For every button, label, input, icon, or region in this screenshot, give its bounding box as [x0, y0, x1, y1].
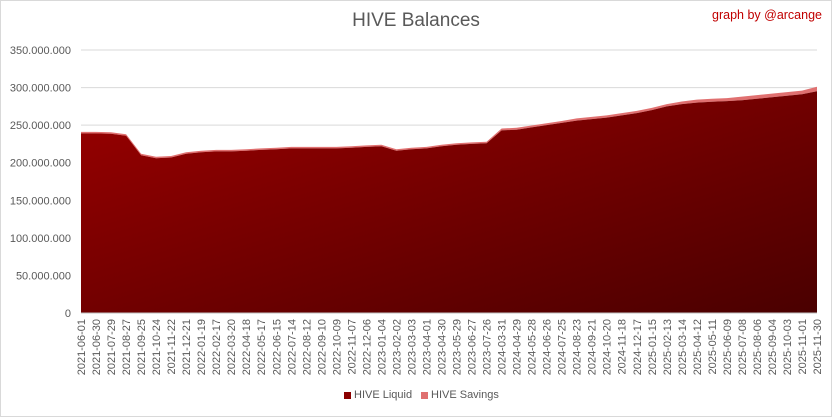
x-tick-label: 2024-11-18	[617, 319, 629, 374]
x-tick-label: 2025-10-03	[782, 319, 794, 375]
x-tick-label: 2024-07-25	[557, 319, 569, 375]
x-tick-label: 2023-05-29	[452, 319, 464, 375]
x-tick-label: 2025-09-04	[767, 319, 779, 375]
legend-label-hive-savings: HIVE Savings	[431, 389, 499, 401]
legend-swatch-hive-savings	[421, 391, 428, 399]
x-tick-label: 2022-10-09	[331, 319, 343, 375]
y-tick-label: 50.000.000	[16, 270, 71, 282]
chart-title: HIVE Balances	[352, 10, 480, 31]
x-tick-label: 2022-11-07	[346, 319, 358, 374]
x-tick-label: 2021-06-01	[76, 319, 88, 375]
x-tick-label: 2025-07-08	[737, 319, 749, 375]
x-tick-label: 2025-04-12	[692, 319, 704, 375]
x-tick-label: 2023-06-27	[467, 319, 479, 375]
y-tick-label: 150.000.000	[10, 195, 71, 207]
legend-item-hive-liquid: HIVE Liquid	[344, 389, 412, 401]
x-tick-label: 2024-03-31	[497, 319, 509, 375]
x-tick-label: 2021-08-27	[121, 319, 133, 375]
x-tick-label: 2022-03-20	[226, 319, 238, 375]
x-tick-label: 2022-12-06	[361, 319, 373, 375]
area-hive-liquid	[81, 91, 817, 313]
x-tick-label: 2025-11-30	[812, 319, 824, 374]
x-tick-label: 2025-01-15	[647, 319, 659, 375]
legend-label-hive-liquid: HIVE Liquid	[354, 389, 413, 401]
y-tick-label: 100.000.000	[10, 233, 71, 245]
x-tick-label: 2024-09-21	[587, 319, 599, 375]
x-tick-label: 2025-11-01	[797, 319, 809, 374]
x-tick-label: 2022-08-12	[301, 319, 313, 375]
legend-item-hive-savings: HIVE Savings	[421, 389, 499, 401]
x-tick-label: 2021-07-29	[106, 319, 118, 375]
x-tick-label: 2023-01-04	[376, 319, 388, 375]
x-tick-label: 2024-05-28	[527, 319, 539, 375]
x-tick-label: 2025-02-13	[662, 319, 674, 375]
x-tick-label: 2022-04-18	[241, 319, 253, 375]
x-tick-label: 2021-09-25	[136, 319, 148, 375]
y-tick-label: 300.000.000	[10, 83, 71, 95]
x-tick-label: 2025-05-11	[707, 319, 719, 374]
chart-credit: graph by @arcange	[712, 8, 822, 22]
x-tick-label: 2024-08-23	[572, 319, 584, 375]
x-tick-label: 2022-09-10	[316, 319, 328, 375]
legend-swatch-hive-liquid	[344, 391, 351, 399]
y-tick-label: 350.000.000	[10, 45, 71, 57]
y-tick-label: 200.000.000	[10, 158, 71, 170]
x-tick-label: 2022-05-17	[256, 319, 268, 375]
x-tick-label: 2022-07-14	[286, 319, 298, 375]
x-tick-label: 2022-02-17	[211, 319, 223, 375]
x-tick-label: 2022-01-19	[196, 319, 208, 375]
x-tick-label: 2025-08-06	[752, 319, 764, 375]
x-tick-label: 2024-06-26	[542, 319, 554, 375]
x-tick-label: 2024-04-29	[512, 319, 524, 375]
x-tick-label: 2023-03-03	[406, 319, 418, 375]
x-tick-label: 2021-11-22	[166, 319, 178, 374]
x-tick-label: 2022-06-15	[271, 319, 283, 375]
x-tick-label: 2023-07-26	[482, 319, 494, 375]
x-tick-label: 2021-06-30	[91, 319, 103, 375]
x-tick-label: 2023-04-30	[436, 319, 448, 375]
x-tick-label: 2024-12-17	[632, 319, 644, 375]
y-tick-label: 0	[65, 308, 71, 320]
x-tick-label: 2021-12-21	[181, 319, 193, 375]
x-tick-label: 2023-02-02	[391, 319, 403, 375]
x-tick-label: 2025-03-14	[677, 319, 689, 375]
y-tick-label: 250.000.000	[10, 120, 71, 132]
x-tick-label: 2021-10-24	[151, 319, 163, 375]
x-tick-label: 2024-10-20	[602, 319, 614, 375]
x-tick-label: 2025-06-09	[722, 319, 734, 375]
x-tick-label: 2023-04-01	[421, 319, 433, 375]
